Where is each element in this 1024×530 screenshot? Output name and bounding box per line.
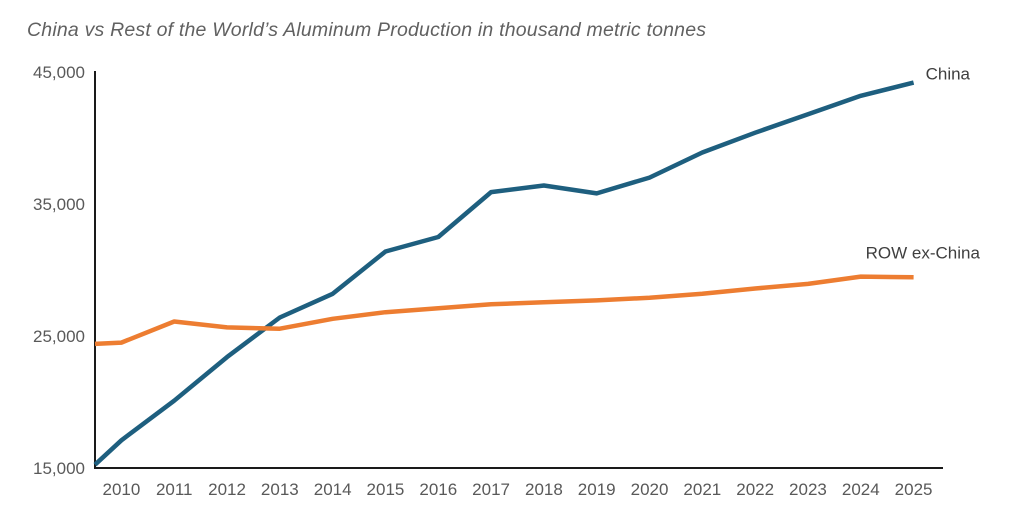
x-tick-label: 2010 (102, 480, 140, 499)
x-tick-label: 2019 (578, 480, 616, 499)
x-tick-label: 2012 (208, 480, 246, 499)
x-tick-label: 2013 (261, 480, 299, 499)
chart-title: China vs Rest of the World’s Aluminum Pr… (27, 19, 707, 41)
series-label-china: China (926, 65, 971, 84)
series-label-row-ex-china: ROW ex-China (866, 243, 981, 262)
x-tick-label: 2021 (683, 480, 721, 499)
y-tick-label: 25,000 (33, 327, 85, 346)
x-tick-label: 2025 (895, 480, 933, 499)
x-tick-label: 2014 (314, 480, 352, 499)
x-tick-label: 2016 (419, 480, 457, 499)
x-tick-label: 2023 (789, 480, 827, 499)
series-line-row-ex-china (94, 274, 914, 347)
x-tick-label: 2015 (367, 480, 405, 499)
x-tick-label: 2017 (472, 480, 510, 499)
series-line-china (93, 80, 915, 467)
x-tick-label: 2011 (156, 480, 193, 499)
x-tick-label: 2020 (631, 480, 669, 499)
y-tick-label: 35,000 (33, 195, 85, 214)
y-tick-label: 15,000 (33, 459, 85, 478)
x-tick-label: 2024 (842, 480, 880, 499)
x-tick-label: 2022 (736, 480, 774, 499)
y-tick-label: 45,000 (33, 63, 85, 82)
x-tick-label: 2018 (525, 480, 563, 499)
